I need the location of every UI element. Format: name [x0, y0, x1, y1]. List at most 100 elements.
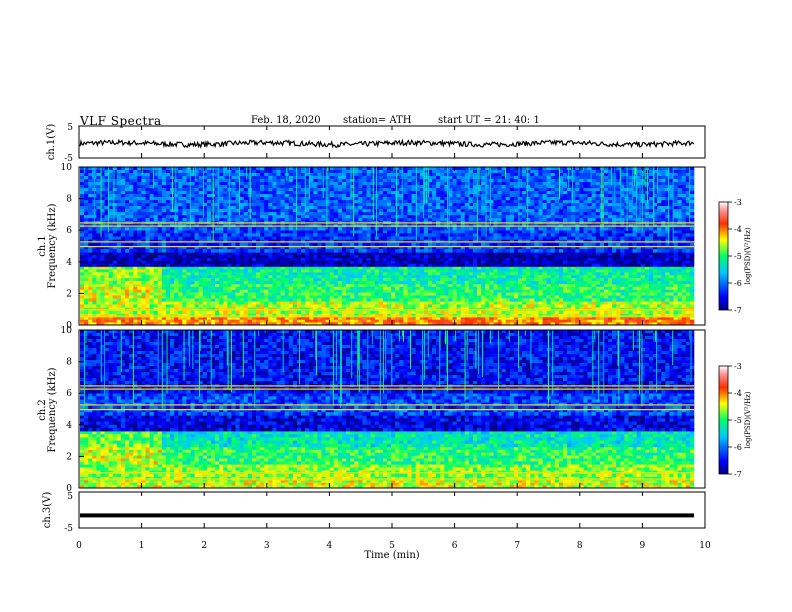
spectrogram-cell	[620, 266, 625, 270]
spectrogram-cell	[669, 252, 674, 256]
spectrogram-cell	[174, 275, 179, 279]
spectrogram-cell	[329, 252, 335, 256]
spectrogram-cell	[464, 319, 470, 323]
spectrogram-cell	[403, 246, 408, 250]
spectrogram-cell	[96, 286, 101, 291]
spectrogram-cell	[268, 230, 273, 234]
spectrogram-cell	[350, 281, 355, 285]
spectrogram-cell	[571, 304, 576, 308]
spectrogram-cell	[579, 246, 584, 250]
spectrogram-cell	[337, 322, 343, 326]
spectrogram-cell	[497, 286, 502, 291]
spectrogram-cell	[534, 283, 539, 288]
spectrogram-cell	[284, 242, 290, 247]
spectrogram-cell	[276, 322, 281, 326]
spectrogram-cell	[472, 322, 478, 326]
spectrogram-cell	[165, 304, 171, 308]
spectrogram-cell	[100, 258, 105, 262]
spectrogram-cell	[542, 275, 547, 279]
spectrogram-cell	[640, 255, 646, 259]
spectrogram-cell	[489, 260, 494, 264]
spectrogram-cell	[505, 278, 511, 282]
spectrogram-cell	[305, 283, 310, 288]
spectrogram-cell	[620, 272, 625, 276]
spectrogram-cell	[161, 230, 167, 234]
spectrogram-cell	[485, 230, 490, 234]
spectrogram-cell	[403, 258, 408, 262]
spectrogram-cell	[399, 283, 404, 288]
spectrogram-cell	[239, 249, 245, 253]
spectrogram-cell	[260, 255, 265, 259]
spectrogram-cell	[341, 233, 347, 237]
spectrogram-cell	[665, 292, 670, 296]
spectrogram-cell	[137, 322, 142, 326]
spectrogram-cell	[243, 317, 249, 321]
spectrogram-cell	[522, 278, 527, 282]
spectrogram-cell	[571, 269, 576, 273]
spectrogram-cell	[620, 281, 625, 285]
spectrogram-cell	[96, 298, 101, 302]
spectrogram-cell	[194, 170, 199, 174]
spectrogram-cell	[370, 292, 376, 296]
spectrogram-cell	[133, 252, 138, 256]
spectrogram-cell	[444, 322, 449, 326]
spectrogram-cell	[251, 236, 257, 240]
spectrogram-cell	[685, 269, 691, 273]
spectrogram-cell	[481, 317, 486, 321]
spectrogram-cell	[567, 322, 572, 326]
spectrogram-cell	[444, 278, 449, 282]
spectrogram-cell	[100, 272, 105, 276]
spectrogram-cell	[407, 310, 412, 315]
spectrogram-cell	[350, 252, 355, 256]
spectrogram-cell	[534, 289, 539, 293]
spectrogram-cell	[411, 230, 416, 234]
spectrogram-cell	[178, 236, 183, 240]
spectrogram-cell	[350, 310, 355, 315]
spectrogram-cell	[178, 266, 183, 270]
spectrogram-cell	[468, 295, 474, 299]
spectrogram-cell	[587, 322, 592, 326]
spectrogram-cell	[468, 167, 474, 171]
spectrogram-cell	[256, 167, 261, 171]
spectrogram-cell	[104, 255, 109, 259]
spectrogram-cell	[509, 304, 515, 308]
spectrogram-cell	[444, 167, 449, 171]
spectrogram-cell	[399, 275, 404, 279]
spectrogram-cell	[129, 292, 134, 296]
spectrogram-cell	[526, 278, 531, 282]
spectrogram-cell	[599, 236, 605, 240]
spectrogram-cell	[489, 272, 494, 276]
spectrogram-cell	[558, 233, 564, 237]
spectrogram-cell	[116, 322, 122, 326]
spectrogram-cell	[509, 258, 515, 262]
spectrogram-cell	[141, 263, 146, 267]
spectrogram-cell	[456, 255, 461, 259]
spectrogram-cell	[378, 322, 384, 326]
spectrogram-cell	[337, 230, 343, 234]
spectrogram-cell	[145, 286, 150, 291]
spectrogram-cell	[133, 286, 138, 291]
spectrogram-cell	[530, 304, 535, 308]
spectrogram-cell	[497, 249, 502, 253]
spectrogram-cell	[100, 310, 105, 315]
spectrogram-cell	[149, 317, 154, 321]
spectrogram-cell	[260, 319, 265, 323]
spectrogram-cell	[157, 236, 163, 240]
spectrogram-cell	[219, 236, 224, 240]
spectrogram-cell	[432, 278, 437, 282]
spectrogram-cell	[644, 286, 650, 291]
spectrogram-cell	[346, 272, 351, 276]
spectrogram-cell	[321, 266, 326, 270]
spectrogram-cell	[427, 322, 433, 326]
spectrogram-cell	[391, 275, 396, 279]
spectrogram-cell	[526, 242, 531, 247]
spectrogram-cell	[145, 249, 150, 253]
spectrogram-cell	[456, 278, 461, 282]
spectrogram-cell	[497, 295, 502, 299]
spectrogram-cell	[313, 263, 318, 267]
spectrogram-cell	[210, 283, 216, 288]
spectrogram-cell	[227, 252, 232, 256]
spectrogram-cell	[501, 286, 506, 291]
spectrogram-cell	[587, 167, 592, 171]
spectrogram-cell	[337, 283, 343, 288]
